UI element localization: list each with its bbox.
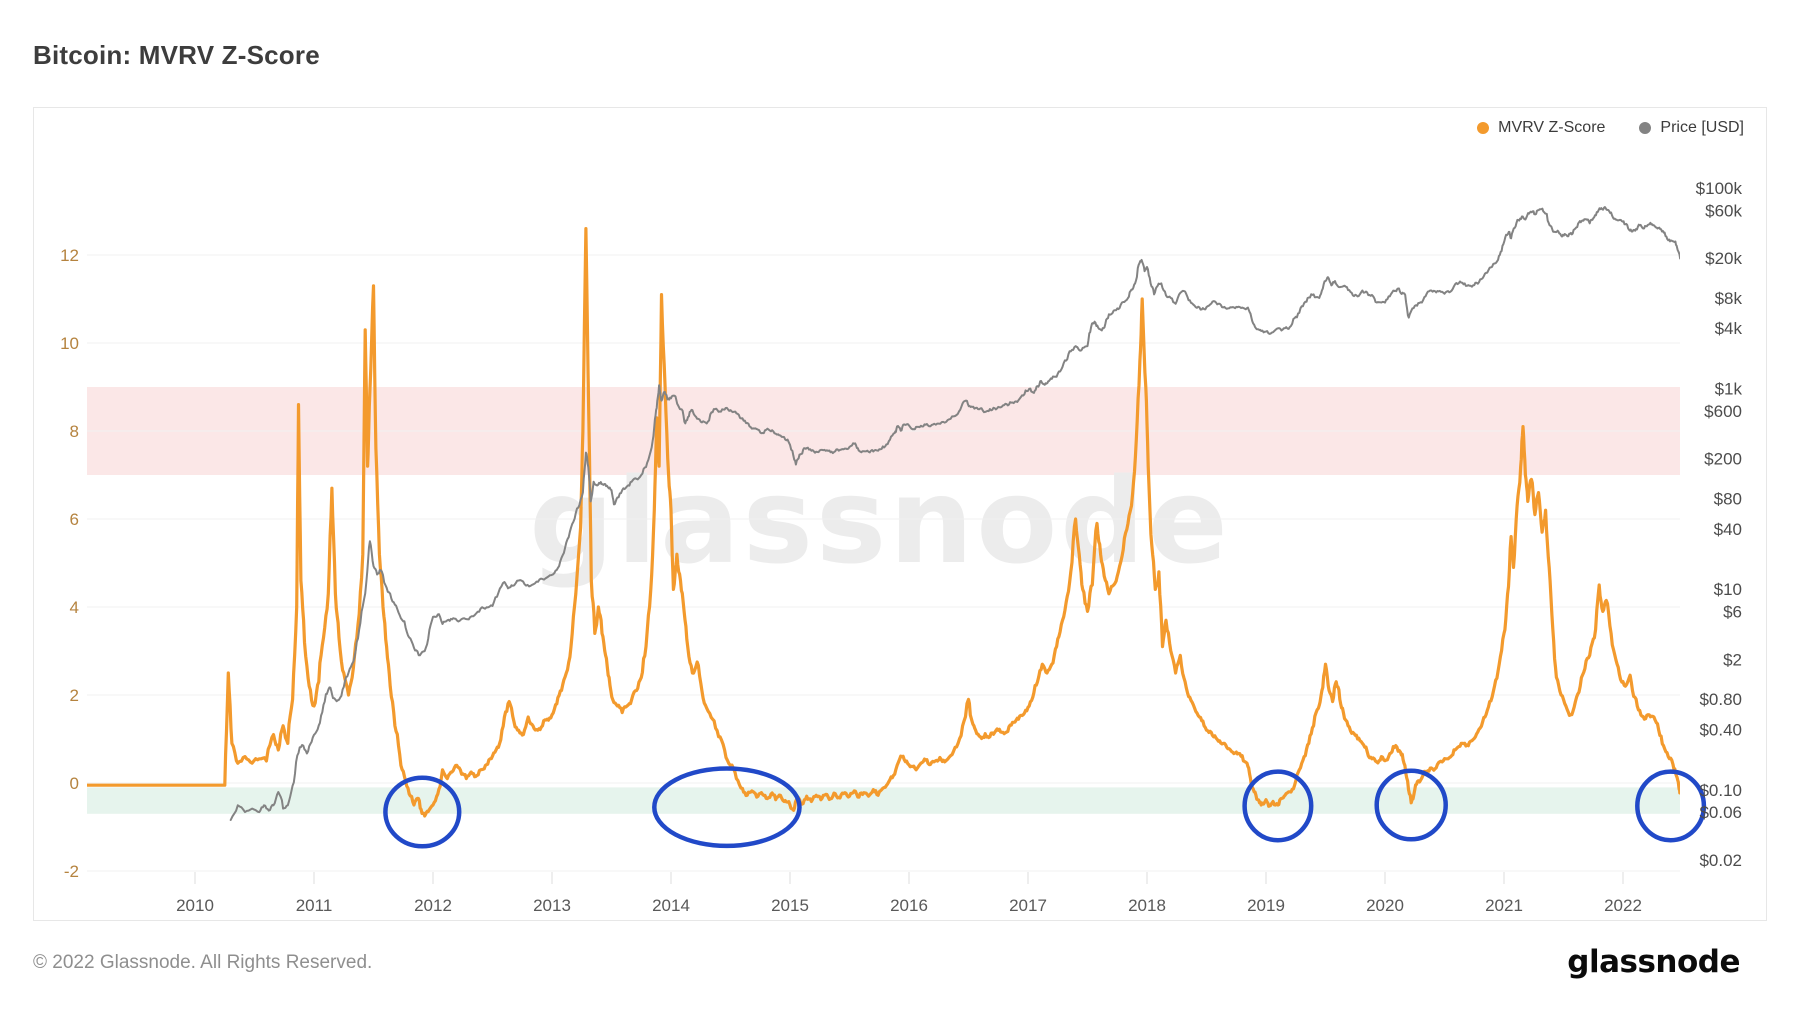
year-axis-label: 2011 [296,896,333,915]
year-axis-label: 2010 [176,896,214,915]
chart-card: glassnode -2 0 2 4 6 8 10 12 $100k $60k $20k $8k $4k $… [33,107,1767,921]
copyright-text: © 2022 Glassnode. All Rights Reserved. [33,952,373,973]
chart-legend: MVRV Z-Score Price [USD] [1477,119,1744,137]
price-axis-label: $20k [1705,249,1742,268]
year-axis-label: 2022 [1604,896,1642,915]
legend-item-mvrv[interactable]: MVRV Z-Score [1477,119,1605,137]
zscore-axis-label: -2 [64,862,79,881]
year-axis-label: 2021 [1485,896,1523,915]
year-axis-label: 2013 [533,896,571,915]
year-axis-label: 2014 [652,896,690,915]
year-axis-label: 2012 [414,896,452,915]
annotation-circle-3 [1242,769,1314,843]
price-axis-label: $600 [1704,402,1742,421]
year-axis-label: 2020 [1366,896,1404,915]
price-axis-label: $4k [1715,319,1743,338]
glassnode-logo: glassnode [1567,944,1740,980]
price-axis-label: $0.06 [1699,803,1742,822]
year-axis-label: 2016 [890,896,928,915]
year-axis-label: 2017 [1009,896,1047,915]
annotation-circle-1 [383,775,462,849]
zscore-axis-label: 8 [70,422,79,441]
price-axis-label: $0.10 [1699,781,1742,800]
zscore-axis-label: 6 [70,510,79,529]
mvrv-zscore-line [87,227,1680,818]
price-axis-label: $2 [1723,650,1742,669]
page-title: Bitcoin: MVRV Z-Score [33,40,320,70]
price-axis-label: $0.02 [1699,851,1742,870]
price-axis-label: $200 [1704,450,1742,469]
price-axis-label: $10 [1714,580,1742,599]
legend-label-mvrv: MVRV Z-Score [1498,119,1606,136]
zscore-axis-label: 0 [70,774,79,793]
legend-item-price[interactable]: Price [USD] [1639,119,1744,137]
annotation-circle-5 [1635,769,1707,843]
price-line [229,206,1680,821]
year-axis-label: 2018 [1128,896,1166,915]
zscore-axis-label: 2 [70,686,79,705]
year-axis-label: 2019 [1247,896,1285,915]
price-axis-label: $6 [1723,603,1742,622]
annotation-circle-2 [652,766,802,849]
zscore-axis-label: 10 [60,334,79,353]
zscore-axis-label: 12 [60,246,79,265]
price-axis-label: $100k [1696,179,1743,198]
price-axis-label: $40 [1714,520,1742,539]
price-axis-label: $0.80 [1699,690,1742,709]
price-axis-label: $60k [1705,201,1742,220]
price-axis-label: $80 [1714,490,1742,509]
legend-label-price: Price [USD] [1660,119,1744,136]
mvrv-chart[interactable]: glassnode -2 0 2 4 6 8 10 12 $100k $60k $20k $8k $4k $… [33,107,1769,923]
price-axis-label: $0.40 [1699,720,1742,739]
zscore-axis-label: 4 [70,598,79,617]
watermark: glassnode [529,452,1231,590]
annotation-circle-4 [1374,768,1448,842]
mvrv-series-dot-icon [1477,122,1490,134]
price-axis-label: $8k [1715,289,1743,308]
year-axis-label: 2015 [771,896,809,915]
price-axis-label: $1k [1715,380,1743,399]
price-series-dot-icon [1639,122,1652,134]
